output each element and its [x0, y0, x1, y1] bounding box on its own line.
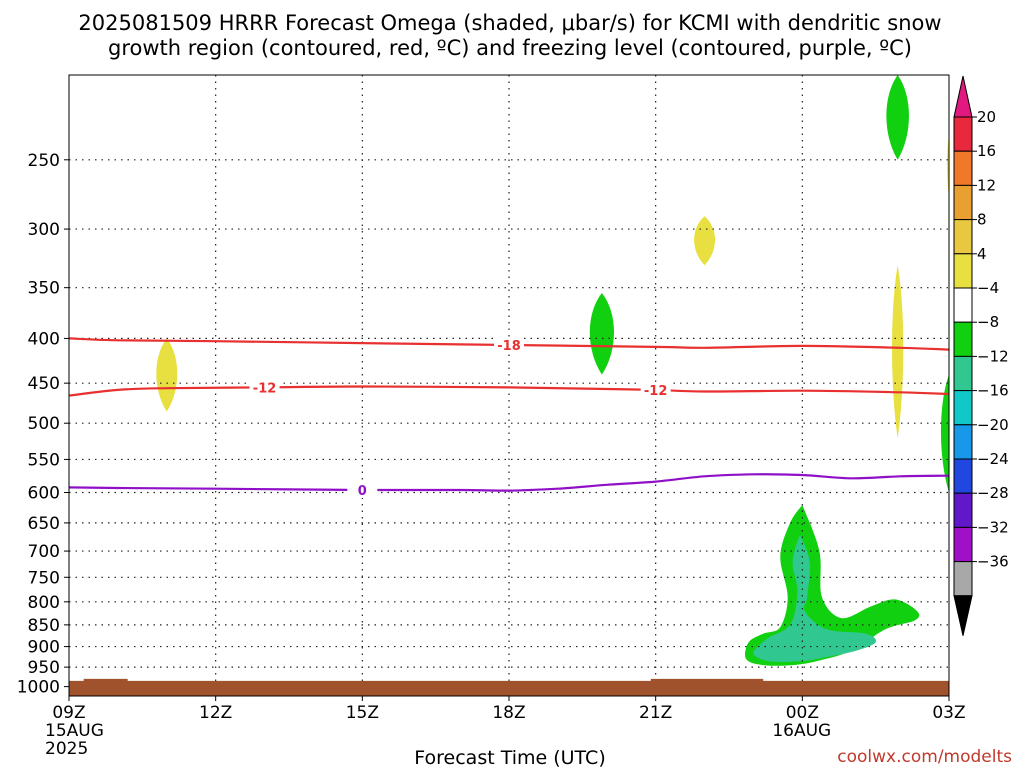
contour-line-1: [69, 385, 949, 397]
colorbar-bin-8: [953, 390, 973, 426]
y-tick-label-500: 500: [28, 414, 60, 434]
colorbar-bin-6: [953, 321, 973, 357]
omega-region-2: [892, 265, 904, 439]
y-tick-label-600: 600: [28, 483, 60, 503]
y-tick-label-650: 650: [28, 514, 60, 534]
contour-label-2-0: 0: [358, 484, 367, 499]
x-axis-label: Forecast Time (UTC): [414, 747, 605, 768]
y-tick-label-300: 300: [28, 220, 60, 240]
x-tick-date-label: 15AUG: [45, 721, 104, 741]
colorbar-label-1: 16: [977, 142, 996, 160]
colorbar-label-3: 8: [977, 211, 987, 229]
omega-region-3: [946, 136, 949, 197]
chart-title-line-1: 2025081509 HRRR Forecast Omega (shaded, …: [78, 11, 941, 35]
contour-label-bg: [347, 481, 378, 498]
surface-band: [69, 680, 949, 696]
omega-region-5: [886, 75, 909, 160]
colorbar-bin-13: [953, 561, 973, 597]
colorbar-label-11: −28: [977, 484, 1009, 502]
y-tick-label-350: 350: [28, 279, 60, 299]
surface-band-bump: [83, 678, 128, 682]
surface-band-layer: [69, 678, 949, 696]
omega-low-level-outer: [745, 505, 920, 666]
y-axis: 2503003504004505005506006507007508008509…: [17, 151, 69, 698]
x-tick-label-18Z: 18Z: [492, 703, 525, 723]
x-tick-label-15Z: 15Z: [346, 703, 379, 723]
colorbar-bin-7: [953, 355, 973, 392]
omega-region-1: [694, 216, 716, 266]
x-tick-date-label: 16AUG: [772, 721, 831, 741]
colorbar-bin-1: [953, 150, 973, 186]
y-tick-label-950: 950: [28, 658, 60, 678]
y-tick-label-900: 900: [28, 638, 60, 658]
colorbar-label-4: 4: [977, 245, 987, 263]
contour-label-0-0: -18: [497, 339, 521, 354]
x-tick-label-12Z: 12Z: [199, 703, 232, 723]
omega-shading-layer: [156, 75, 949, 666]
contour-label-bg: [640, 381, 671, 398]
colorbar-label-5: −4: [977, 279, 999, 297]
colorbar-bin-5: [953, 287, 973, 323]
y-tick-label-700: 700: [28, 542, 60, 562]
colorbar-bin-12: [953, 526, 973, 563]
x-tick-label-00Z: 00Z: [786, 703, 819, 723]
colorbar-label-8: −16: [977, 382, 1009, 400]
colorbar-bin-11: [953, 492, 973, 528]
x-tick-label-03Z: 03Z: [932, 703, 965, 723]
contour-label-1-1: -12: [644, 384, 668, 399]
contour-line-2: [69, 473, 949, 492]
contour-label-bg: [494, 337, 524, 354]
y-tick-label-250: 250: [28, 151, 60, 171]
credit-text: coolwx.com/modelts: [837, 747, 1012, 767]
colorbar-label-7: −12: [977, 347, 1009, 365]
colorbar: 20 16 12 8 4 −4 −8 −12 −16 −20 −24 −28 −32 −36: [953, 75, 1009, 636]
x-tick-label-21Z: 21Z: [639, 703, 672, 723]
y-tick-label-1000: 1000: [17, 678, 60, 698]
colorbar-label-9: −20: [977, 416, 1009, 434]
omega-region-0: [156, 338, 178, 412]
colorbar-label-6: −8: [977, 313, 999, 331]
x-tick-year-label: 2025: [45, 739, 88, 759]
omega-region-4: [589, 293, 614, 375]
surface-band-bump: [650, 678, 764, 682]
y-tick-label-450: 450: [28, 374, 60, 394]
y-tick-label-400: 400: [28, 329, 60, 349]
colorbar-label-0: 20: [977, 108, 996, 126]
x-tick-label-09Z: 09Z: [52, 703, 85, 723]
colorbar-bottom-triangle: [953, 595, 973, 636]
contour-lines-layer: -18 -12 -12 0: [69, 337, 949, 499]
colorbar-label-10: −24: [977, 450, 1009, 468]
y-tick-label-750: 750: [28, 568, 60, 588]
contour-label-bg: [249, 379, 280, 396]
colorbar-top-triangle: [953, 75, 973, 118]
colorbar-bin-9: [953, 424, 973, 460]
omega-low-level-inner: [753, 534, 877, 662]
colorbar-label-2: 12: [977, 176, 996, 194]
omega-region-6: [940, 374, 949, 493]
contour-label-1-0: -12: [253, 381, 277, 396]
colorbar-bin-4: [953, 253, 973, 289]
colorbar-bin-10: [953, 458, 973, 494]
y-tick-label-800: 800: [28, 593, 60, 613]
chart-title-line-2: growth region (contoured, red, ºC) and f…: [108, 36, 912, 60]
colorbar-label-12: −32: [977, 518, 1009, 536]
contour-line-0: [69, 337, 949, 351]
y-tick-label-550: 550: [28, 450, 60, 470]
colorbar-bin-2: [953, 184, 973, 221]
colorbar-bin-0: [953, 116, 973, 152]
colorbar-bin-3: [953, 219, 973, 255]
colorbar-label-13: −36: [977, 553, 1009, 571]
y-tick-label-850: 850: [28, 616, 60, 636]
